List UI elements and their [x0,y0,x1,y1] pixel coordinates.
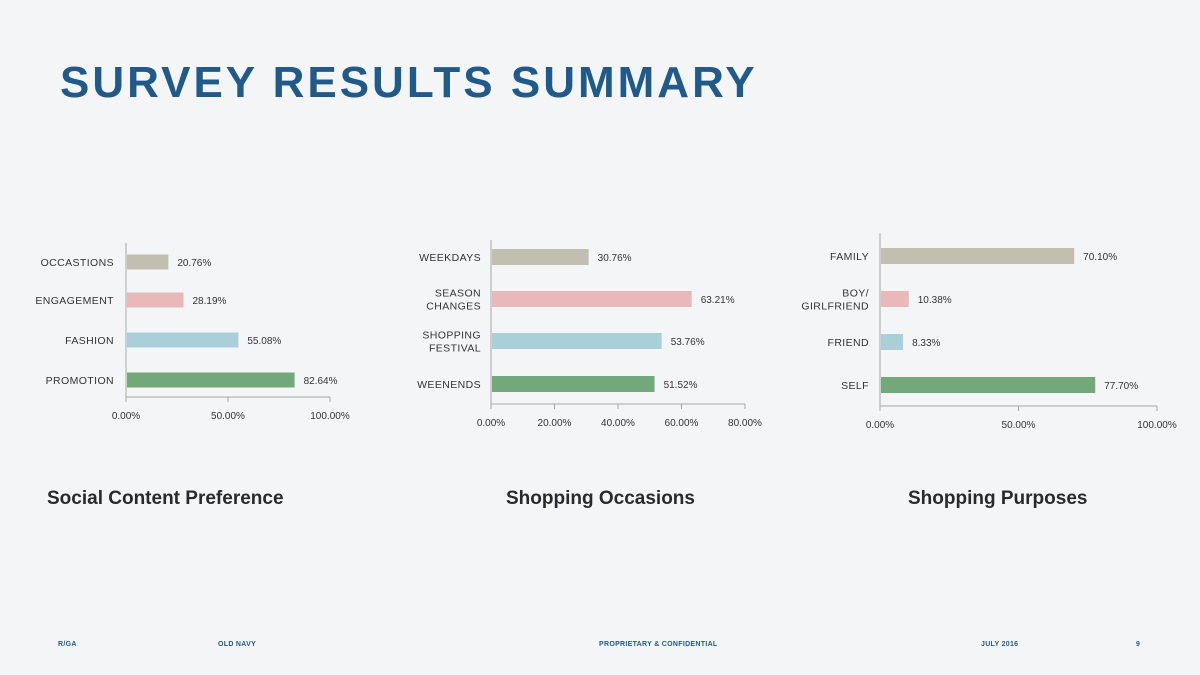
footer-client: OLD NAVY [218,641,257,648]
bar [492,291,692,307]
category-label: WEEKDAYS [419,252,481,264]
bar [127,332,239,348]
category-label: FASHION [65,335,114,347]
bar [127,372,295,388]
category-label: CHANGES [426,301,481,313]
x-tick-label: 80.00% [728,418,762,429]
category-label: SELF [841,380,869,392]
category-label: FAMILY [830,251,869,263]
value-label: 8.33% [912,338,940,349]
value-label: 63.21% [701,295,735,306]
bar [881,291,909,307]
chart-shopping-purposes: 0.00% 50.00% 100.00% 70.10% FAMILY 10.38% BOY/… [801,233,1177,431]
category-label: GIRLFRIEND [801,301,869,313]
bar [492,376,655,392]
value-label: 55.08% [247,336,281,347]
value-label: 82.64% [304,376,338,387]
category-label: WEENENDS [417,379,481,391]
page-title: SURVEY RESULTS SUMMARY [60,58,758,107]
category-label: SEASON [435,288,481,300]
category-label: BOY/ [842,288,869,300]
category-label: FESTIVAL [429,343,481,355]
value-label: 77.70% [1104,381,1138,392]
bar [492,249,589,265]
x-tick-label: 100.00% [1137,420,1177,431]
category-label: OCCASTIONS [41,257,114,269]
chart-title-shopping-occasions: Shopping Occasions [506,488,695,509]
value-label: 28.19% [193,296,227,307]
footer-agency: R/GA [58,641,77,648]
bar [881,334,904,350]
category-label: PROMOTION [46,375,114,387]
value-label: 51.52% [664,380,698,391]
x-tick-label: 20.00% [538,418,572,429]
chart-title-social-content-preference: Social Content Preference [47,488,284,509]
x-tick-label: 50.00% [211,411,245,422]
x-tick-label: 40.00% [601,418,635,429]
chart-title-shopping-purposes: Shopping Purposes [908,488,1088,509]
chart-shopping-occasions: 0.00% 20.00% 40.00% 60.00% 80.00% 30.76% WEEKD… [417,240,762,429]
bar [127,292,184,308]
x-tick-label: 50.00% [1002,420,1036,431]
category-label: FRIEND [828,337,870,349]
category-label: ENGAGEMENT [35,295,114,307]
x-tick-label: 0.00% [477,418,505,429]
value-label: 30.76% [598,253,632,264]
bar [881,248,1075,264]
value-label: 20.76% [177,258,211,269]
footer-page-number: 9 [1136,641,1141,648]
x-tick-label: 0.00% [866,420,894,431]
bar [881,377,1096,393]
category-label: SHOPPING [422,330,481,342]
x-tick-label: 0.00% [112,411,140,422]
x-tick-label: 100.00% [310,411,350,422]
x-tick-label: 60.00% [665,418,699,429]
value-label: 70.10% [1083,252,1117,263]
bar [127,254,169,270]
chart-social-content-preference: 0.00% 50.00% 100.00% 20.76% OCCASTIONS 28.19%… [35,243,350,422]
value-label: 10.38% [918,295,952,306]
value-label: 53.76% [671,337,705,348]
footer-confidentiality: PROPRIETARY & CONFIDENTIAL [599,641,718,648]
footer-date: JULY 2016 [981,641,1019,648]
bar [492,333,662,349]
